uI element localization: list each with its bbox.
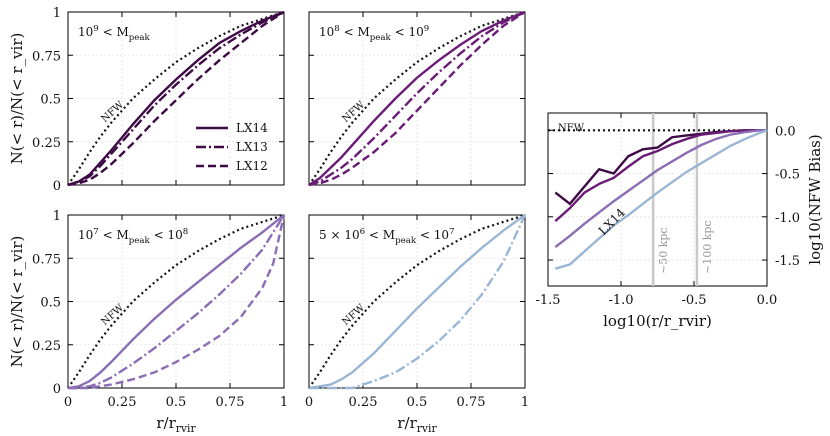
series-line-lx12 xyxy=(67,10,285,187)
y-tick-label: 0.5 xyxy=(40,93,61,108)
series-line-lx13 xyxy=(67,10,285,187)
nfw-label: NFW xyxy=(99,302,126,328)
panel-top-left: 0 0.25 0.5 0.75 1 NFW 109 < Mpeak N(< r)/N(< r_… xyxy=(8,6,285,194)
y-tick-label: -1.5 xyxy=(775,254,800,269)
series-line-lx13 xyxy=(68,214,286,390)
panel-right: ~50 kpc ~100 kpc -1.5 -1.0 -0.5 0.0 0.0 -0.5 -1.… xyxy=(535,112,824,330)
y-tick-label: 0 xyxy=(53,382,61,397)
y-tick-label: 0 xyxy=(53,179,61,194)
nfw-label: NFW xyxy=(340,302,367,328)
x-tick-label: 1 xyxy=(521,395,529,410)
bias-series-line xyxy=(554,129,768,270)
x-axis-label: r/rrvir xyxy=(397,414,437,435)
series-line-lx14 xyxy=(67,10,285,187)
series-line-lx13 xyxy=(309,214,527,390)
nfw-label: NFW xyxy=(340,99,367,125)
nfw-label: NFW xyxy=(99,99,126,125)
x-tick-label: 0 xyxy=(305,395,313,410)
y-tick-label: 0.75 xyxy=(32,49,61,64)
plot-frame xyxy=(547,112,768,287)
x-tick-label: 1 xyxy=(280,395,288,410)
x-tick-label: 0.75 xyxy=(216,395,245,410)
y-axis-label: log10(NFW Bias) xyxy=(806,134,824,264)
x-tick-label: 0.75 xyxy=(457,395,486,410)
y-tick-label: 0.5 xyxy=(40,296,61,311)
reference-vline-label: ~50 kpc xyxy=(657,227,670,274)
x-tick-label: 0.5 xyxy=(407,395,428,410)
legend-label: LX12 xyxy=(236,159,268,173)
y-tick-label: 0.25 xyxy=(32,339,61,354)
x-tick-label: 0.5 xyxy=(166,395,187,410)
y-tick-label: 0.75 xyxy=(32,252,61,267)
y-axis-label: N(< r)/N(< r_vir) xyxy=(8,236,26,368)
y-tick-label: -0.5 xyxy=(775,168,800,183)
y-tick-label: 1 xyxy=(53,209,61,224)
panel-title: 109 < Mpeak xyxy=(78,24,151,43)
series-line-lx14 xyxy=(308,10,526,187)
series-line-lx12 xyxy=(308,10,526,187)
bias-series-line xyxy=(554,129,767,249)
y-tick-label: 1 xyxy=(53,6,61,21)
panel-bottom-middle: 0 0.25 0.5 0.75 1 NFW 5 × 106 < Mpeak < 107 r/r… xyxy=(305,213,529,435)
reference-vline-label: ~100 kpc xyxy=(701,220,714,274)
panel-title: 5 × 106 < Mpeak < 107 xyxy=(319,227,455,246)
x-tick-label: -0.5 xyxy=(681,293,706,308)
x-tick-label: 0 xyxy=(64,395,72,410)
y-tick-label: 0.0 xyxy=(775,124,796,139)
y-tick-label: -1.0 xyxy=(775,211,800,226)
series-line-lx12 xyxy=(68,214,286,390)
series-line-lx14 xyxy=(308,214,526,390)
x-axis-label: log10(r/r_rvir) xyxy=(603,312,712,330)
nfw-label: NFW xyxy=(558,123,585,134)
series-line-lx14 xyxy=(67,214,285,390)
legend-label: LX14 xyxy=(236,121,268,135)
x-tick-label: 0.25 xyxy=(108,395,137,410)
x-tick-label: 0.25 xyxy=(349,395,378,410)
panel-title: 108 < Mpeak < 109 xyxy=(319,24,429,43)
x-tick-label: 0.0 xyxy=(757,293,778,308)
legend-label: LX13 xyxy=(236,140,268,154)
panel-top-middle: NFW 108 < Mpeak < 109 xyxy=(308,10,526,187)
y-axis-label: N(< r)/N(< r_vir) xyxy=(8,33,26,165)
y-tick-label: 0.25 xyxy=(32,136,61,151)
panel-title: 107 < Mpeak < 108 xyxy=(78,227,188,246)
x-axis-label: r/rrvir xyxy=(156,414,196,435)
x-tick-label: -1.5 xyxy=(535,293,560,308)
series-line-lx13 xyxy=(308,10,526,187)
bias-series-line xyxy=(554,129,767,223)
x-tick-label: -1.0 xyxy=(608,293,633,308)
panel-bottom-left: 00 0.25 0.25 0.5 0.5 0.75 0.75 1 1 NFW 107 < Mpeak… xyxy=(8,209,288,435)
